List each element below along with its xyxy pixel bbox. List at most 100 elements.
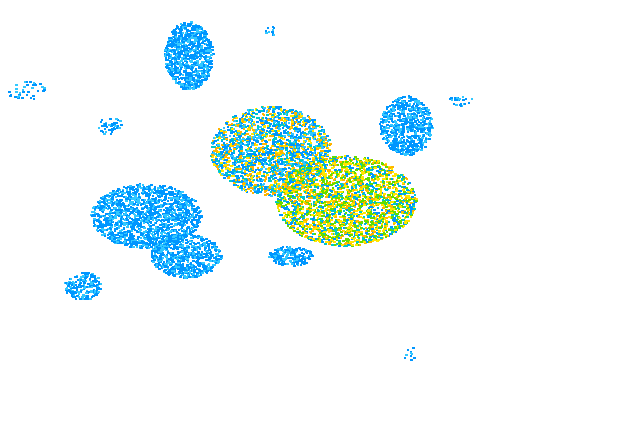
- echo-cell: [160, 244, 163, 246]
- echo-cell: [237, 168, 240, 170]
- echo-cell: [282, 174, 284, 176]
- echo-cell: [265, 150, 267, 152]
- echo-cell: [174, 224, 176, 226]
- echo-cell: [111, 218, 114, 220]
- echo-cell: [166, 66, 168, 68]
- echo-cell: [202, 39, 204, 41]
- echo-cell: [272, 152, 275, 154]
- echo-cell: [315, 127, 317, 129]
- echo-cell: [173, 36, 175, 38]
- echo-cell: [163, 189, 166, 191]
- echo-cell: [177, 48, 179, 50]
- echo-cell: [226, 164, 229, 166]
- echo-cell: [132, 235, 135, 237]
- echo-cell: [178, 81, 181, 83]
- echo-cell: [143, 186, 145, 188]
- echo-cell: [103, 229, 106, 231]
- echo-cell: [247, 188, 249, 190]
- echo-cell: [274, 181, 276, 183]
- precipitation-echoes: [8, 21, 473, 361]
- echo-cell: [229, 135, 231, 137]
- echo-cell: [197, 242, 200, 244]
- echo-cell: [127, 209, 130, 211]
- echo-cell: [190, 228, 193, 230]
- echo-cell: [116, 203, 119, 205]
- echo-cell: [164, 239, 167, 241]
- echo-cell: [208, 63, 211, 65]
- echo-cell: [190, 41, 192, 43]
- echo-cell: [231, 175, 233, 177]
- echo-cell: [180, 259, 182, 261]
- echo-cell: [279, 194, 282, 196]
- echo-cell: [129, 199, 131, 201]
- echo-cell: [233, 175, 236, 177]
- echo-cell: [181, 227, 183, 229]
- echo-cell: [145, 243, 147, 245]
- echo-cell: [159, 255, 162, 257]
- echo-cell: [106, 195, 108, 197]
- echo-cell: [176, 243, 178, 245]
- echo-cell: [312, 121, 314, 123]
- echo-cell: [156, 216, 159, 218]
- echo-cell: [173, 244, 176, 246]
- echo-cell: [300, 152, 303, 154]
- echo-cell: [166, 49, 169, 51]
- echo-cell: [204, 247, 207, 249]
- echo-cell: [153, 205, 155, 207]
- echo-cell: [176, 231, 178, 233]
- echo-cell: [295, 156, 298, 158]
- echo-cell: [163, 240, 165, 242]
- echo-cell: [187, 47, 190, 49]
- echo-cell: [171, 51, 174, 53]
- echo-cell: [203, 30, 206, 32]
- echo-cell: [168, 272, 171, 274]
- echo-cell: [300, 115, 303, 117]
- echo-cell: [187, 212, 189, 214]
- echo-cell: [308, 170, 311, 172]
- echo-cell: [245, 164, 247, 166]
- echo-cell: [157, 202, 159, 204]
- echo-cell: [185, 34, 187, 36]
- echo-cell: [170, 217, 172, 219]
- echo-cell: [198, 67, 201, 69]
- echo-cell: [200, 52, 203, 54]
- echo-cell: [280, 119, 283, 121]
- echo-cell: [165, 59, 167, 61]
- echo-cell: [147, 193, 150, 195]
- echo-cell: [299, 160, 302, 162]
- echo-cell: [179, 224, 182, 226]
- echo-cell: [202, 264, 205, 266]
- echo-cell: [154, 211, 156, 213]
- echo-cell: [223, 149, 225, 151]
- echo-cell: [137, 204, 139, 206]
- echo-cell: [193, 269, 196, 271]
- echo-cell: [186, 232, 188, 234]
- echo-cell: [107, 222, 109, 224]
- echo-cell: [199, 33, 202, 35]
- echo-cell: [283, 120, 286, 122]
- echo-cell: [272, 139, 275, 141]
- echo-cell: [200, 63, 203, 65]
- echo-cell: [251, 166, 254, 168]
- echo-cell: [185, 251, 188, 253]
- echo-cell: [201, 272, 204, 274]
- echo-cell: [100, 197, 102, 199]
- echo-cell: [188, 38, 190, 40]
- echo-cell: [170, 247, 172, 249]
- echo-cell: [258, 176, 260, 178]
- echo-cell: [108, 223, 111, 225]
- echo-cell: [190, 263, 192, 265]
- echo-cell: [129, 185, 132, 187]
- echo-cell: [174, 199, 176, 201]
- echo-cell: [309, 154, 312, 156]
- echo-cell: [251, 181, 254, 183]
- echo-cell: [130, 241, 133, 243]
- echo-cell: [190, 200, 192, 202]
- echo-cell: [170, 67, 173, 69]
- echo-cell: [190, 84, 193, 86]
- echo-cell: [195, 253, 198, 255]
- echo-cell: [191, 29, 193, 31]
- echo-cell: [140, 247, 143, 249]
- echo-cell: [173, 193, 176, 195]
- echo-cell: [181, 222, 183, 224]
